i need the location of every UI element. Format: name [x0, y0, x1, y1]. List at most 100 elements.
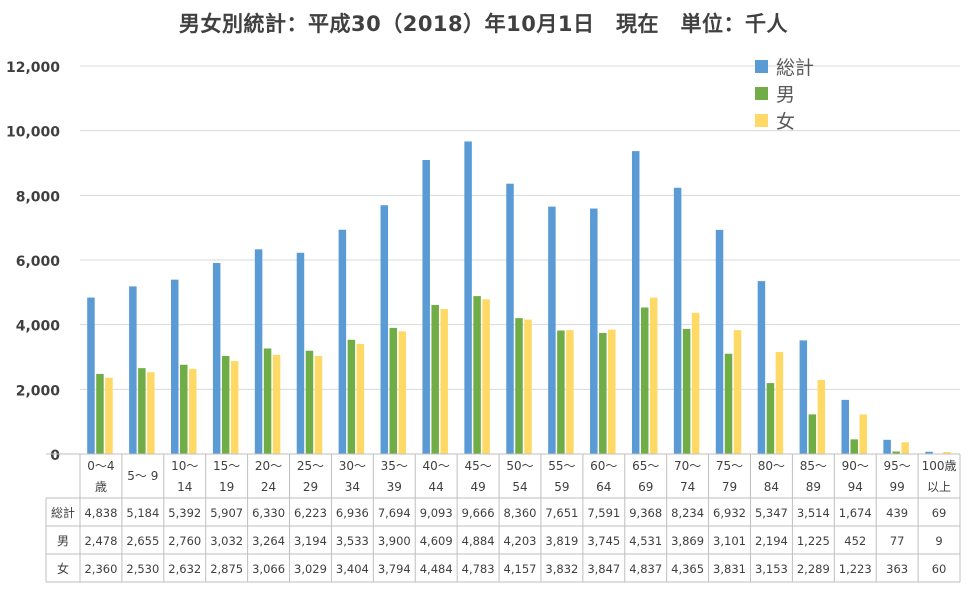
bar [273, 355, 281, 454]
data-table-cell: 9,368 [629, 506, 662, 520]
data-table-cell: 452 [844, 534, 866, 548]
x-tick-label: 24 [261, 480, 276, 494]
data-table-cell: 3,831 [713, 562, 746, 576]
x-tick-label: 94 [848, 480, 863, 494]
data-table-cell: 6,223 [294, 506, 327, 520]
y-tick-label: 2,000 [16, 383, 61, 399]
bar [515, 318, 523, 454]
bar [800, 340, 808, 454]
x-tick-label: 99 [890, 480, 905, 494]
data-table-cell: 2,289 [797, 562, 830, 576]
data-table-cell: 4,365 [671, 562, 704, 576]
bar [548, 207, 556, 454]
x-tick-label: 49 [470, 480, 485, 494]
y-tick-label: 12,000 [6, 60, 60, 76]
data-table-cell: 3,832 [545, 562, 578, 576]
bar [734, 330, 742, 454]
x-tick-label: 35～ [381, 459, 408, 473]
bar [357, 344, 365, 454]
bar [422, 160, 430, 454]
data-table-cell: 8,234 [671, 506, 704, 520]
x-tick-label: 44 [429, 480, 444, 494]
data-table-cell: 3,066 [252, 562, 285, 576]
bar [608, 330, 616, 454]
table-row-label: 男 [57, 534, 69, 548]
data-table-cell: 3,869 [671, 534, 704, 548]
bar [189, 369, 197, 454]
bar [641, 307, 649, 454]
bar [683, 329, 691, 454]
x-tick-label: 85～ [800, 459, 827, 473]
legend-swatch [755, 60, 768, 73]
data-table-cell: 60 [932, 562, 947, 576]
x-tick-label: 59 [554, 480, 569, 494]
bar [399, 331, 407, 454]
data-table-cell: 5,907 [210, 506, 243, 520]
data-table-cell: 4,837 [629, 562, 662, 576]
x-tick-label: 100歳 [922, 459, 957, 473]
data-table-cell: 3,533 [336, 534, 369, 548]
x-tick-label: 90～ [842, 459, 869, 473]
data-table-cell: 3,794 [378, 562, 411, 576]
bar [632, 151, 640, 454]
bar [482, 299, 490, 454]
x-tick-label: 65～ [632, 459, 659, 473]
legend-swatch [755, 87, 768, 100]
data-table-cell: 3,032 [210, 534, 243, 548]
x-tick-label: 10～ [171, 459, 198, 473]
x-tick-label: 95～ [884, 459, 911, 473]
data-table-cell: 6,936 [336, 506, 369, 520]
data-table-cell: 2,194 [755, 534, 788, 548]
bar [566, 330, 574, 454]
legend-swatch [755, 114, 768, 127]
data-table-cell: 69 [932, 506, 947, 520]
bar [264, 348, 272, 454]
y-tick-label: 10,000 [6, 125, 60, 141]
bar [105, 378, 113, 454]
data-table-cell: 4,531 [629, 534, 662, 548]
data-table-cell: 2,632 [168, 562, 201, 576]
data-table-cell: 9,666 [462, 506, 495, 520]
bar [674, 188, 682, 454]
data-table-cell: 2,478 [84, 534, 117, 548]
data-table-cell: 1,223 [839, 562, 872, 576]
bar [716, 230, 724, 454]
data-table-cell: 4,783 [462, 562, 495, 576]
bar [883, 440, 891, 454]
bar [841, 400, 849, 454]
bar [138, 368, 146, 454]
bar [818, 380, 826, 454]
bar [473, 296, 481, 454]
data-table-cell: 4,609 [420, 534, 453, 548]
y-tick-label: 6,000 [16, 254, 61, 270]
data-table-cell: 363 [886, 562, 908, 576]
data-table-cell: 1,225 [797, 534, 830, 548]
data-table-cell: 3,264 [252, 534, 285, 548]
data-table-cell: 9,093 [420, 506, 453, 520]
bar [767, 383, 775, 454]
data-table-cell: 3,745 [587, 534, 620, 548]
bar [464, 141, 472, 454]
legend-label: 女 [776, 111, 795, 133]
bar [809, 414, 817, 454]
bar [901, 442, 909, 454]
data-table-cell: 2,360 [84, 562, 117, 576]
data-table-cell: 4,484 [420, 562, 453, 576]
x-tick-label: 40～ [423, 459, 450, 473]
data-table-cell: 4,884 [462, 534, 495, 548]
bar [339, 230, 347, 454]
x-tick-label: 89 [806, 480, 821, 494]
x-tick-label: 34 [345, 480, 360, 494]
x-tick-label: 5～ 9 [127, 469, 158, 483]
data-table-cell: 2,530 [126, 562, 159, 576]
x-tick-label: 45～ [464, 459, 491, 473]
x-tick-label: 29 [303, 480, 318, 494]
data-table-cell: 3,153 [755, 562, 788, 576]
x-tick-label: 0～4 [87, 459, 114, 473]
bar [440, 309, 448, 454]
bar [590, 209, 598, 454]
data-table-cell: 2,760 [168, 534, 201, 548]
bar [348, 340, 356, 454]
data-table-cell: 5,184 [126, 506, 159, 520]
